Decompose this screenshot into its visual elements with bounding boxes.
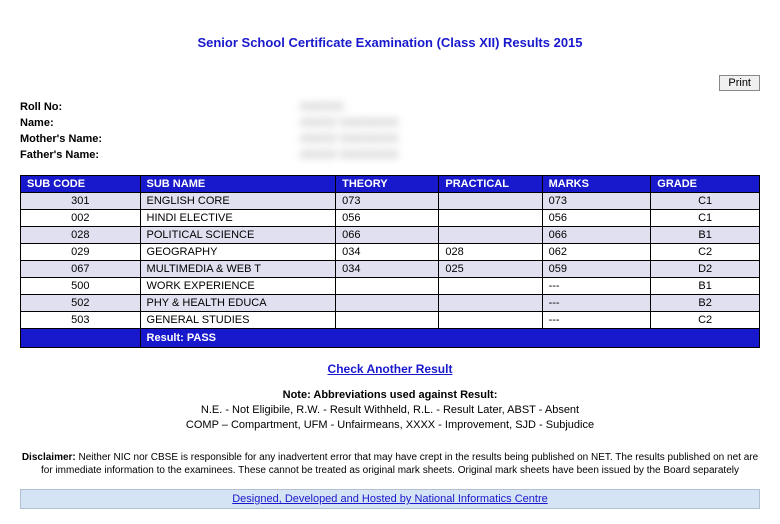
cell-grade: C2 (651, 312, 760, 329)
header-marks: MARKS (542, 176, 651, 193)
disclaimer-text: Neither NIC nor CBSE is responsible for … (41, 452, 758, 476)
results-table: SUB CODE SUB NAME THEORY PRACTICAL MARKS… (20, 175, 760, 348)
cell-theory: 034 (336, 261, 439, 278)
cell-code: 502 (21, 295, 141, 312)
cell-practical (439, 193, 542, 210)
page-title: Senior School Certificate Examination (C… (20, 35, 760, 50)
cell-grade: B2 (651, 295, 760, 312)
table-row: 503GENERAL STUDIES ---C2 (21, 312, 760, 329)
result-label: Result: PASS (140, 329, 759, 348)
cell-name: GENERAL STUDIES (140, 312, 336, 329)
info-values: XXXXXX XXXXX XXXXXXXX XXXXX XXXXXXXX XXX… (300, 99, 760, 163)
abbreviations: Note: Abbreviations used against Result:… (20, 388, 760, 433)
cell-practical: 028 (439, 244, 542, 261)
header-code: SUB CODE (21, 176, 141, 193)
abbrev-title: Note: Abbreviations used against Result: (283, 389, 498, 401)
table-row: 500WORK EXPERIENCE ---B1 (21, 278, 760, 295)
cell-theory: 066 (336, 227, 439, 244)
father-label: Father's Name: (20, 147, 300, 163)
table-row: 067MULTIMEDIA & WEB T034025059D2 (21, 261, 760, 278)
cell-name: HINDI ELECTIVE (140, 210, 336, 227)
cell-theory: 034 (336, 244, 439, 261)
cell-marks: 056 (542, 210, 651, 227)
header-row: SUB CODE SUB NAME THEORY PRACTICAL MARKS… (21, 176, 760, 193)
table-row: 029GEOGRAPHY034028062C2 (21, 244, 760, 261)
cell-practical (439, 278, 542, 295)
cell-theory: 073 (336, 193, 439, 210)
cell-code: 002 (21, 210, 141, 227)
cell-grade: B1 (651, 227, 760, 244)
student-info: Roll No: Name: Mother's Name: Father's N… (20, 99, 760, 163)
cell-practical (439, 227, 542, 244)
cell-name: GEOGRAPHY (140, 244, 336, 261)
cell-marks: 073 (542, 193, 651, 210)
check-link-row: Check Another Result (20, 362, 760, 376)
cell-marks: --- (542, 295, 651, 312)
cell-code: 028 (21, 227, 141, 244)
cell-theory (336, 295, 439, 312)
cell-code: 029 (21, 244, 141, 261)
cell-name: POLITICAL SCIENCE (140, 227, 336, 244)
roll-value: XXXXXX (300, 99, 760, 115)
disclaimer-label: Disclaimer: (22, 452, 76, 463)
cell-code: 301 (21, 193, 141, 210)
header-grade: GRADE (651, 176, 760, 193)
abbrev-line1: N.E. - Not Eligibile, R.W. - Result With… (201, 404, 579, 416)
footer: Designed, Developed and Hosted by Nation… (20, 489, 760, 509)
cell-code: 500 (21, 278, 141, 295)
cell-theory: 056 (336, 210, 439, 227)
cell-practical (439, 210, 542, 227)
cell-theory (336, 312, 439, 329)
mother-label: Mother's Name: (20, 131, 300, 147)
disclaimer: Disclaimer: Neither NIC nor CBSE is resp… (20, 451, 760, 477)
footer-link[interactable]: Designed, Developed and Hosted by Nation… (232, 493, 548, 505)
result-row: Result: PASS (21, 329, 760, 348)
cell-marks: 062 (542, 244, 651, 261)
cell-marks: --- (542, 278, 651, 295)
cell-marks: 059 (542, 261, 651, 278)
header-theory: THEORY (336, 176, 439, 193)
info-labels: Roll No: Name: Mother's Name: Father's N… (20, 99, 300, 163)
cell-code: 503 (21, 312, 141, 329)
roll-label: Roll No: (20, 99, 300, 115)
header-name: SUB NAME (140, 176, 336, 193)
cell-practical: 025 (439, 261, 542, 278)
abbrev-line2: COMP – Compartment, UFM - Unfairmeans, X… (186, 419, 594, 431)
cell-practical (439, 295, 542, 312)
cell-marks: 066 (542, 227, 651, 244)
cell-name: MULTIMEDIA & WEB T (140, 261, 336, 278)
table-row: 028POLITICAL SCIENCE066066B1 (21, 227, 760, 244)
cell-name: WORK EXPERIENCE (140, 278, 336, 295)
table-row: 502PHY & HEALTH EDUCA ---B2 (21, 295, 760, 312)
cell-code: 067 (21, 261, 141, 278)
name-label: Name: (20, 115, 300, 131)
result-blank (21, 329, 141, 348)
print-button[interactable]: Print (719, 75, 760, 91)
check-another-link[interactable]: Check Another Result (328, 362, 453, 376)
father-value: XXXXX XXXXXXXX (300, 147, 760, 163)
cell-theory (336, 278, 439, 295)
print-row: Print (20, 75, 760, 91)
cell-grade: D2 (651, 261, 760, 278)
name-value: XXXXX XXXXXXXX (300, 115, 760, 131)
cell-marks: --- (542, 312, 651, 329)
cell-grade: C2 (651, 244, 760, 261)
table-row: 301ENGLISH CORE073073C1 (21, 193, 760, 210)
cell-grade: C1 (651, 193, 760, 210)
cell-grade: B1 (651, 278, 760, 295)
mother-value: XXXXX XXXXXXXX (300, 131, 760, 147)
header-practical: PRACTICAL (439, 176, 542, 193)
cell-practical (439, 312, 542, 329)
cell-name: PHY & HEALTH EDUCA (140, 295, 336, 312)
table-row: 002HINDI ELECTIVE056056C1 (21, 210, 760, 227)
cell-name: ENGLISH CORE (140, 193, 336, 210)
cell-grade: C1 (651, 210, 760, 227)
